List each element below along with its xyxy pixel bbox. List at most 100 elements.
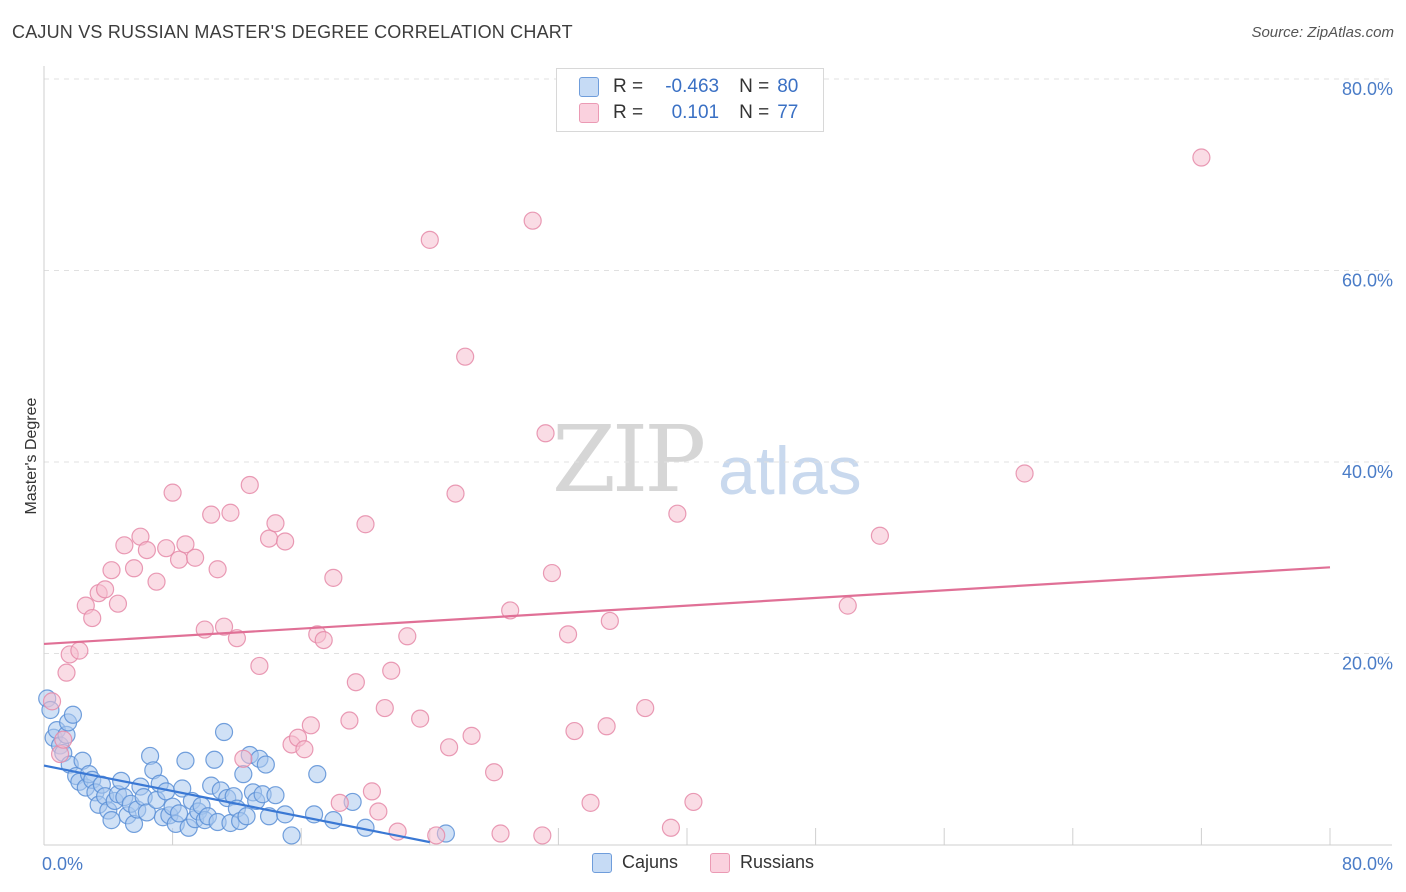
source-label: Source: ZipAtlas.com (1251, 24, 1394, 41)
russian-point (446, 484, 465, 503)
cajun-point (282, 826, 301, 845)
russian-point (838, 596, 857, 615)
russian-point (427, 826, 446, 845)
russian-point (221, 503, 240, 522)
russian-point (1015, 464, 1034, 483)
grid-lines (44, 78, 1392, 845)
cajuns-n-value: 80 (777, 76, 799, 97)
y-tick-label-60: 60.0% (1342, 271, 1393, 291)
x-tick-label-min: 0.0% (42, 854, 83, 874)
russians-n-value: 77 (777, 102, 799, 123)
russian-point (108, 594, 128, 613)
x-tick-label-max: 80.0% (1342, 854, 1393, 874)
russian-point (581, 793, 600, 812)
russian-point (169, 550, 189, 569)
russian-point (340, 711, 359, 730)
russian-point (362, 782, 382, 801)
russian-point (137, 540, 156, 560)
russian-point (240, 475, 259, 495)
russian-trend-line (43, 566, 1331, 646)
cajun-point (237, 807, 256, 826)
russians-r-label: R = (613, 102, 644, 123)
russian-point (157, 539, 176, 558)
russian-point (276, 532, 295, 551)
legend-item-cajuns[interactable]: Cajuns (591, 852, 678, 873)
russian-point (214, 617, 234, 636)
russian-point (227, 629, 246, 648)
tick-labels: 20.0% 40.0% 60.0% 80.0% 0.0% 80.0% (42, 79, 1393, 874)
series-legend: Cajuns Russians (0, 852, 1406, 873)
cajun-point (214, 722, 234, 742)
cajuns-legend-label: Cajuns (621, 852, 678, 872)
russian-point (250, 656, 269, 676)
y-tick-label-20: 20.0% (1342, 654, 1393, 674)
russian-point (176, 535, 195, 554)
russian-point (266, 514, 285, 533)
russian-point (124, 559, 144, 578)
russian-point (70, 641, 89, 660)
russian-point (533, 826, 552, 845)
cajun-point (176, 751, 195, 770)
russians-points (42, 148, 1211, 845)
russian-point (501, 601, 520, 620)
watermark-atlas: atlas (718, 433, 862, 509)
russian-point (398, 627, 417, 646)
legend-row-russians: R = 0.101 N = 77 (579, 101, 798, 125)
russian-point (346, 673, 365, 692)
russian-point (558, 625, 578, 644)
russian-point (684, 792, 703, 812)
russian-point (102, 561, 121, 580)
watermark-zip: ZIP (552, 406, 706, 513)
russian-point (57, 663, 76, 682)
russian-point (314, 630, 333, 650)
russian-point (636, 698, 655, 718)
russian-point (456, 347, 475, 366)
russian-point (83, 608, 102, 628)
russian-point (202, 505, 221, 524)
cajuns-swatch (579, 77, 599, 97)
russian-point (536, 424, 555, 443)
legend-item-russians[interactable]: Russians (710, 852, 814, 873)
cajun-point (63, 705, 83, 724)
stats-legend: R = -0.463 N = 80 R = 0.101 N = 77 (556, 68, 824, 132)
russian-point (661, 818, 681, 837)
chart-title: CAJUN VS RUSSIAN MASTER'S DEGREE CORRELA… (12, 22, 573, 42)
cajuns-n-label: N = (739, 76, 770, 97)
russians-legend-swatch (710, 852, 730, 873)
russian-point (1192, 148, 1211, 167)
y-tick-label-80: 80.0% (1342, 79, 1393, 99)
trend-lines (43, 566, 1331, 844)
russian-point (462, 726, 481, 745)
cajun-point (205, 750, 224, 769)
cajun-point (266, 786, 285, 805)
cajun-trend-line (43, 764, 431, 844)
russian-point (186, 548, 205, 567)
russian-point (115, 536, 134, 555)
cajuns-r-label: R = (613, 76, 644, 97)
y-axis-label: Master's Degree (23, 397, 40, 514)
russians-r-value: 0.101 (671, 102, 720, 123)
russian-point (668, 504, 687, 523)
y-tick-label-40: 40.0% (1342, 462, 1393, 482)
russian-point (324, 568, 343, 587)
russian-point (301, 716, 320, 735)
russian-point (491, 824, 510, 843)
russian-point (382, 661, 401, 680)
cajun-point (234, 765, 253, 784)
russian-point (208, 560, 227, 579)
cajun-point (256, 755, 275, 774)
russian-point (147, 572, 166, 591)
russian-point (330, 793, 349, 812)
cajuns-points (38, 689, 455, 845)
russians-legend-label: Russians (740, 852, 815, 872)
russian-point (600, 611, 619, 631)
russian-point (356, 515, 375, 534)
russian-point (870, 526, 890, 545)
russian-point (42, 692, 62, 711)
russian-point (420, 230, 439, 249)
cajuns-r-value: -0.463 (665, 76, 720, 97)
russian-point (542, 563, 562, 583)
russian-point (369, 802, 388, 821)
russian-point (597, 717, 616, 736)
